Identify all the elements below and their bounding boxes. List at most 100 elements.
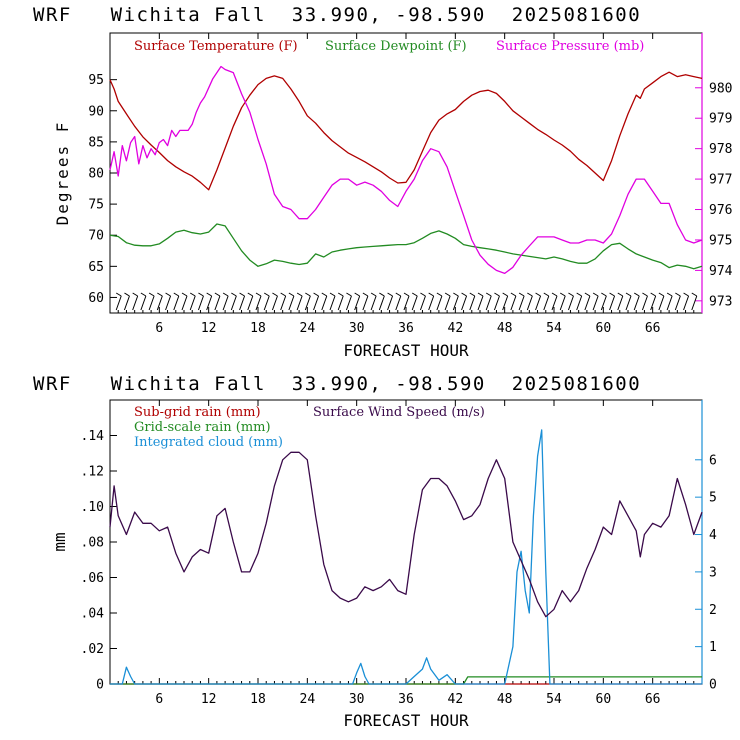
- series-line-1: [109, 71, 703, 191]
- y2-tick-label: 979: [709, 112, 732, 127]
- wind-barb: [691, 292, 698, 311]
- wind-barb: [165, 292, 172, 311]
- wind-barb: [428, 292, 435, 311]
- wind-barb: [535, 292, 542, 311]
- wind-barb: [123, 292, 130, 311]
- wind-barb: [436, 292, 443, 311]
- x-tick-label: 12: [201, 692, 217, 707]
- temperature-panel: WRF Wichita Fall 33.990, -98.590 2025081…: [33, 4, 733, 360]
- wind-barb: [674, 292, 681, 311]
- wind-barb: [641, 292, 648, 311]
- chart-title: WRF Wichita Fall 33.990, -98.590 2025081…: [33, 4, 641, 26]
- chart-title-2: WRF Wichita Fall 33.990, -98.590 2025081…: [33, 373, 641, 395]
- wind-barb: [567, 292, 574, 311]
- wind-barb: [387, 292, 394, 311]
- x-tick-label: 24: [300, 692, 316, 707]
- y-tick-label: .04: [81, 607, 105, 622]
- y2-tick-label: 975: [709, 233, 732, 248]
- wind-barb: [132, 292, 139, 311]
- wind-barb: [633, 292, 640, 311]
- y2-tick-label: 6: [709, 453, 717, 468]
- y2-tick-label: 4: [709, 528, 717, 543]
- x-tick-label: 54: [546, 321, 562, 336]
- wind-barb: [214, 292, 221, 311]
- wind-barb: [115, 292, 122, 311]
- wind-barb: [452, 292, 459, 311]
- y2-tick-label: 5: [709, 491, 717, 506]
- wind-barb: [280, 292, 287, 311]
- y-tick-label: 0: [96, 678, 104, 693]
- y-tick-label: 75: [88, 198, 104, 213]
- wind-barb: [296, 292, 303, 311]
- wind-barb: [683, 292, 690, 311]
- y2-tick-label: 3: [709, 565, 717, 580]
- x-tick-label: 18: [250, 692, 266, 707]
- wind-barb: [362, 292, 369, 311]
- series-lines: [109, 65, 703, 275]
- wind-barb: [271, 292, 278, 311]
- x-tick-label: 48: [497, 321, 513, 336]
- y-axis-ticks-2: 0 .02 .04 .06 .08 .10 .12 .14: [81, 429, 117, 693]
- wind-barb: [502, 292, 509, 311]
- precip-wind-panel: WRF Wichita Fall 33.990, -98.590 2025081…: [33, 373, 717, 730]
- y-axis-label: Degrees F: [53, 121, 72, 226]
- y-tick-label: .02: [81, 642, 104, 657]
- x-tick-label: 60: [596, 321, 612, 336]
- wind-barb: [617, 292, 624, 311]
- y2-tick-label: 978: [709, 142, 732, 157]
- wind-barb: [592, 292, 599, 311]
- wind-barb: [551, 292, 558, 311]
- wind-barb: [559, 292, 566, 311]
- wind-barb: [493, 292, 500, 311]
- wind-barb: [189, 292, 196, 311]
- y-tick-label: 70: [88, 229, 104, 244]
- wind-barb: [181, 292, 188, 311]
- x-tick-label: 6: [155, 321, 163, 336]
- y-tick-label: .08: [81, 536, 104, 551]
- y-tick-label: 95: [88, 73, 104, 88]
- wind-barb: [461, 292, 468, 311]
- y2-tick-label: 976: [709, 203, 732, 218]
- legend-wind-speed: Surface Wind Speed (m/s): [313, 405, 485, 420]
- wind-barb: [354, 292, 361, 311]
- series-line-4: [109, 451, 703, 618]
- x-tick-label: 18: [250, 321, 266, 336]
- wind-barb: [469, 292, 476, 311]
- wind-barb: [304, 292, 311, 311]
- legend-temperature: Surface Temperature (F): [134, 39, 298, 54]
- x-tick-label: 66: [645, 692, 661, 707]
- x-tick-label: 30: [349, 321, 365, 336]
- y2-tick-label: 0: [709, 678, 717, 693]
- y-axis-label-2: mm: [50, 532, 69, 551]
- wind-barb: [288, 292, 295, 311]
- y-tick-label: 90: [88, 104, 104, 119]
- y-tick-label: .14: [81, 429, 105, 444]
- legend-subgrid-rain: Sub-grid rain (mm): [134, 405, 261, 420]
- wind-barb: [395, 292, 402, 311]
- wind-barb: [156, 292, 163, 311]
- wind-barb: [239, 292, 246, 311]
- x-tick-label: 36: [398, 321, 414, 336]
- x-tick-label: 12: [201, 321, 217, 336]
- series-line-3: [109, 65, 703, 275]
- wind-barb: [584, 292, 591, 311]
- y-tick-label: .06: [81, 571, 104, 586]
- x-axis-label-2: FORECAST HOUR: [343, 711, 469, 730]
- wind-barb: [197, 292, 204, 311]
- y-axis-ticks: 60 65 70 75 80 85 90 95: [88, 73, 117, 306]
- y-tick-label: 60: [88, 291, 104, 306]
- wind-barb: [337, 292, 344, 311]
- wind-barb: [576, 292, 583, 311]
- series-line-2: [109, 223, 703, 270]
- wind-barb: [345, 292, 352, 311]
- wind-barb: [526, 292, 533, 311]
- series-lines-2: [109, 429, 703, 685]
- y2-tick-label: 1: [709, 640, 717, 655]
- plot-frame: [109, 32, 703, 314]
- y-tick-label: .12: [81, 465, 104, 480]
- wind-barb: [206, 292, 213, 311]
- wind-barb: [255, 292, 262, 311]
- series-line-3: [110, 429, 702, 685]
- wind-barb: [222, 292, 229, 311]
